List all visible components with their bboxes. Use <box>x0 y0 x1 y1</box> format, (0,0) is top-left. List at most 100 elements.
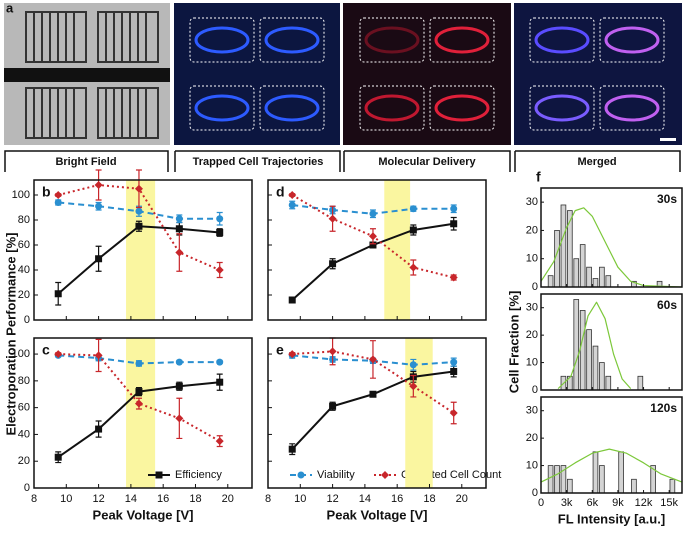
marker <box>94 181 103 189</box>
y-axis-title: Electroporation Performance [%] <box>3 233 18 436</box>
marker <box>450 220 458 228</box>
x-tick-label: 20 <box>456 493 468 505</box>
y-tick-label: 30 <box>526 302 538 314</box>
y-tick-label: 20 <box>526 224 538 236</box>
panel-label: d <box>276 184 285 200</box>
y-tick-label: 20 <box>18 289 30 301</box>
legend-marker <box>155 471 163 479</box>
bar <box>631 478 637 494</box>
y-tick-label: 100 <box>12 189 30 201</box>
panel-tag: 60s <box>657 298 677 312</box>
marker <box>288 350 297 359</box>
marker <box>54 453 62 461</box>
marker <box>328 347 337 356</box>
x-tick-label: 18 <box>423 493 435 505</box>
marker <box>409 226 417 234</box>
marker <box>54 199 62 206</box>
marker <box>95 255 103 263</box>
caption: Bright Field <box>55 156 116 168</box>
marker <box>450 367 458 375</box>
x-tick-label: 16 <box>391 493 403 505</box>
marker <box>135 359 143 367</box>
marker <box>215 437 224 446</box>
histogram-panel: 0 10 20 30 0 3k 6k 9k 12k 15k 120s FL Intensity [a.… <box>526 396 683 526</box>
line-panel: 8 10 12 14 16 18 20 e Peak Voltage [V] <box>265 337 487 522</box>
x-tick-label: 12 <box>92 493 104 505</box>
bar <box>599 266 605 288</box>
marker <box>95 202 103 210</box>
legend-label: Viability <box>317 469 355 481</box>
marker <box>369 390 377 398</box>
bar <box>573 299 580 391</box>
x-tick-label: 3k <box>561 497 573 509</box>
marker <box>95 425 103 433</box>
y-tick-label: 40 <box>18 264 30 276</box>
x-tick-label: 9k <box>612 497 624 509</box>
y-tick-label: 80 <box>18 375 30 387</box>
line-panel: 0 20 40 60 80 100 8 10 12 14 16 18 20 c Peak Voltage [… <box>12 337 501 522</box>
marker <box>368 232 377 241</box>
marker <box>369 241 377 249</box>
panel-a-images: a <box>4 0 682 145</box>
caption-brackets <box>4 150 681 172</box>
y-tick-label: 0 <box>24 314 30 326</box>
marker <box>216 358 224 366</box>
line-panel: 0 20 40 60 80 100 b Electroporation Performance… <box>3 169 253 436</box>
panel-label: c <box>42 342 50 358</box>
x-tick-label: 12 <box>326 493 338 505</box>
y-tick-label: 20 <box>526 432 538 444</box>
panel-label: b <box>42 184 51 200</box>
plot-frame <box>267 179 487 321</box>
y-tick-label: 80 <box>18 214 30 226</box>
bar <box>560 204 567 288</box>
y-tick-label: 30 <box>526 196 538 208</box>
marker <box>135 388 143 396</box>
marker <box>409 361 417 369</box>
marker <box>449 409 458 417</box>
y-tick-label: 100 <box>12 348 30 360</box>
marker <box>409 382 418 391</box>
line-panel: d <box>267 179 487 321</box>
legend-marker <box>297 471 305 479</box>
electrodes <box>25 11 159 139</box>
legend-label: Efficiency <box>175 469 222 481</box>
y-tick-label: 60 <box>18 402 30 414</box>
y-tick-label: 0 <box>24 482 30 494</box>
bar <box>554 465 560 494</box>
marker <box>288 296 296 304</box>
marker <box>175 248 184 257</box>
panel-label: f <box>536 169 541 185</box>
x-axis-title: Peak Voltage [V] <box>327 507 428 522</box>
panel-tag: 120s <box>650 401 677 415</box>
bar <box>599 362 605 391</box>
x-tick-label: 14 <box>125 493 137 505</box>
marker <box>54 191 63 199</box>
trajectory-image <box>174 3 340 145</box>
highlight-band <box>126 180 156 320</box>
highlight-band <box>384 180 411 320</box>
bar <box>605 375 612 391</box>
marker <box>450 205 458 213</box>
x-axis-title: FL Intensity [a.u.] <box>558 511 665 526</box>
bar <box>605 275 612 288</box>
y-tick-label: 10 <box>526 253 538 265</box>
marker <box>216 229 224 236</box>
x-tick-label: 16 <box>157 493 169 505</box>
scale-bar <box>660 138 676 141</box>
bar <box>579 310 586 391</box>
y-tick-label: 60 <box>18 239 30 251</box>
bar <box>669 478 676 494</box>
bar <box>586 329 592 391</box>
bar <box>592 278 599 288</box>
marker <box>134 184 143 193</box>
marker <box>215 266 224 274</box>
bar <box>599 465 605 494</box>
fit-curve <box>557 301 632 390</box>
y-tick-label: 10 <box>526 356 538 368</box>
plot-frame <box>540 396 683 494</box>
marker <box>450 358 458 366</box>
bar <box>592 451 599 494</box>
marker <box>288 191 297 199</box>
bar <box>573 258 580 288</box>
marker <box>288 201 296 209</box>
